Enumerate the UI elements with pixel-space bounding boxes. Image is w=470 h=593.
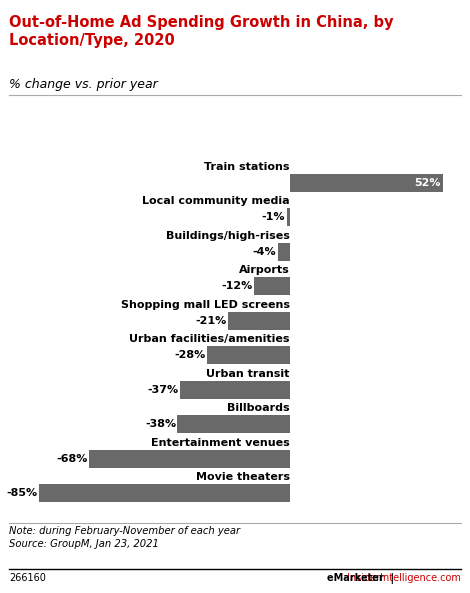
Bar	[89, 450, 290, 468]
Text: -1%: -1%	[262, 212, 285, 222]
Text: Local community media: Local community media	[142, 196, 290, 206]
Bar	[227, 312, 290, 330]
Text: -28%: -28%	[174, 350, 205, 361]
Text: Airports: Airports	[239, 265, 290, 275]
Text: Shopping mall LED screens: Shopping mall LED screens	[121, 299, 290, 310]
Bar	[39, 484, 290, 502]
Text: Movie theaters: Movie theaters	[196, 473, 290, 482]
Text: 52%: 52%	[414, 177, 440, 187]
Text: Billboards: Billboards	[227, 403, 290, 413]
Text: -68%: -68%	[56, 454, 87, 464]
Bar	[287, 208, 290, 226]
Bar	[278, 243, 290, 261]
Text: Out-of-Home Ad Spending Growth in China, by
Location/Type, 2020: Out-of-Home Ad Spending Growth in China,…	[9, 15, 394, 48]
Text: InsiderIntelligence.com: InsiderIntelligence.com	[347, 573, 461, 583]
Text: -12%: -12%	[221, 281, 253, 291]
Text: -38%: -38%	[145, 419, 176, 429]
Bar	[290, 174, 443, 192]
Text: -4%: -4%	[253, 247, 276, 257]
Text: -21%: -21%	[195, 315, 226, 326]
Bar	[207, 346, 290, 364]
Text: Urban facilities/amenities: Urban facilities/amenities	[129, 334, 290, 344]
Text: 266160: 266160	[9, 573, 46, 583]
Text: -37%: -37%	[148, 385, 179, 395]
Bar	[178, 415, 290, 433]
Text: Train stations: Train stations	[204, 161, 290, 171]
Text: eMarketer  |: eMarketer |	[327, 573, 400, 584]
Text: Buildings/high-rises: Buildings/high-rises	[166, 231, 290, 241]
Text: Note: during February-November of each year
Source: GroupM, Jan 23, 2021: Note: during February-November of each y…	[9, 526, 241, 549]
Text: -85%: -85%	[6, 489, 38, 499]
Text: Entertainment venues: Entertainment venues	[151, 438, 290, 448]
Text: % change vs. prior year: % change vs. prior year	[9, 78, 158, 91]
Bar	[180, 381, 290, 399]
Bar	[254, 277, 290, 295]
Text: Urban transit: Urban transit	[206, 369, 290, 379]
